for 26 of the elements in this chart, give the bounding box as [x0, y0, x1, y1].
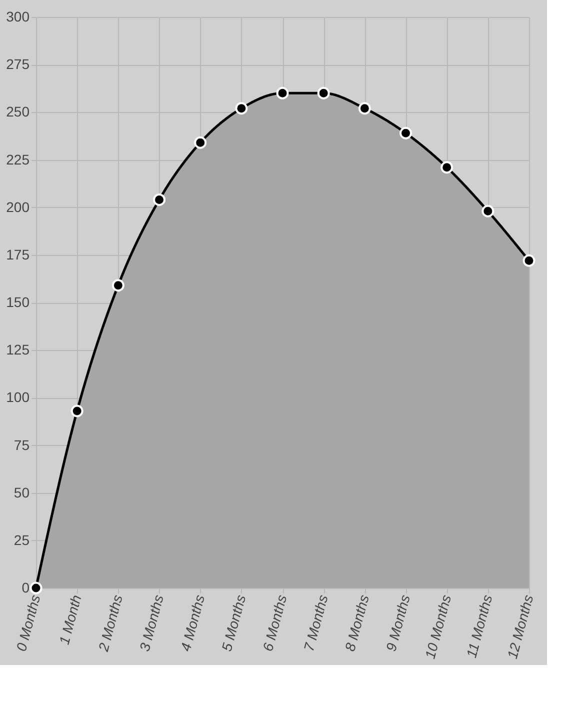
x-tick-label: 6 Months [259, 593, 290, 653]
x-tick-label: 7 Months [300, 593, 331, 653]
y-tick-label: 0 [22, 580, 30, 596]
x-tick-label: 8 Months [342, 593, 372, 653]
x-tick-label: 10 Months [422, 593, 454, 660]
x-tick-label: 11 Months [463, 593, 496, 660]
y-tick-label: 225 [6, 151, 30, 168]
y-tick-label: 100 [6, 389, 30, 406]
x-tick-label: 12 Months [504, 593, 536, 660]
x-tick-label: 0 Months [12, 593, 44, 653]
y-tick-label: 200 [6, 198, 30, 215]
y-tick-label: 25 [14, 532, 30, 548]
x-tick-label: 3 Months [136, 593, 167, 653]
x-tick-label: 2 Months [94, 593, 126, 654]
y-tick-label: 150 [6, 294, 30, 310]
x-tick-label: 9 Months [382, 593, 414, 653]
x-tick-label: 5 Months [218, 593, 249, 653]
x-tick-label: 4 Months [177, 593, 208, 653]
x-tick-label: 1 Month [56, 592, 84, 646]
y-tick-label: 75 [14, 436, 30, 453]
y-tick-label: 50 [14, 484, 30, 500]
y-tick-label: 300 [6, 8, 30, 24]
y-tick-label: 175 [6, 246, 30, 262]
y-tick-label: 250 [6, 104, 30, 120]
y-tick-label: 125 [6, 342, 30, 358]
y-tick-label: 275 [6, 56, 30, 72]
